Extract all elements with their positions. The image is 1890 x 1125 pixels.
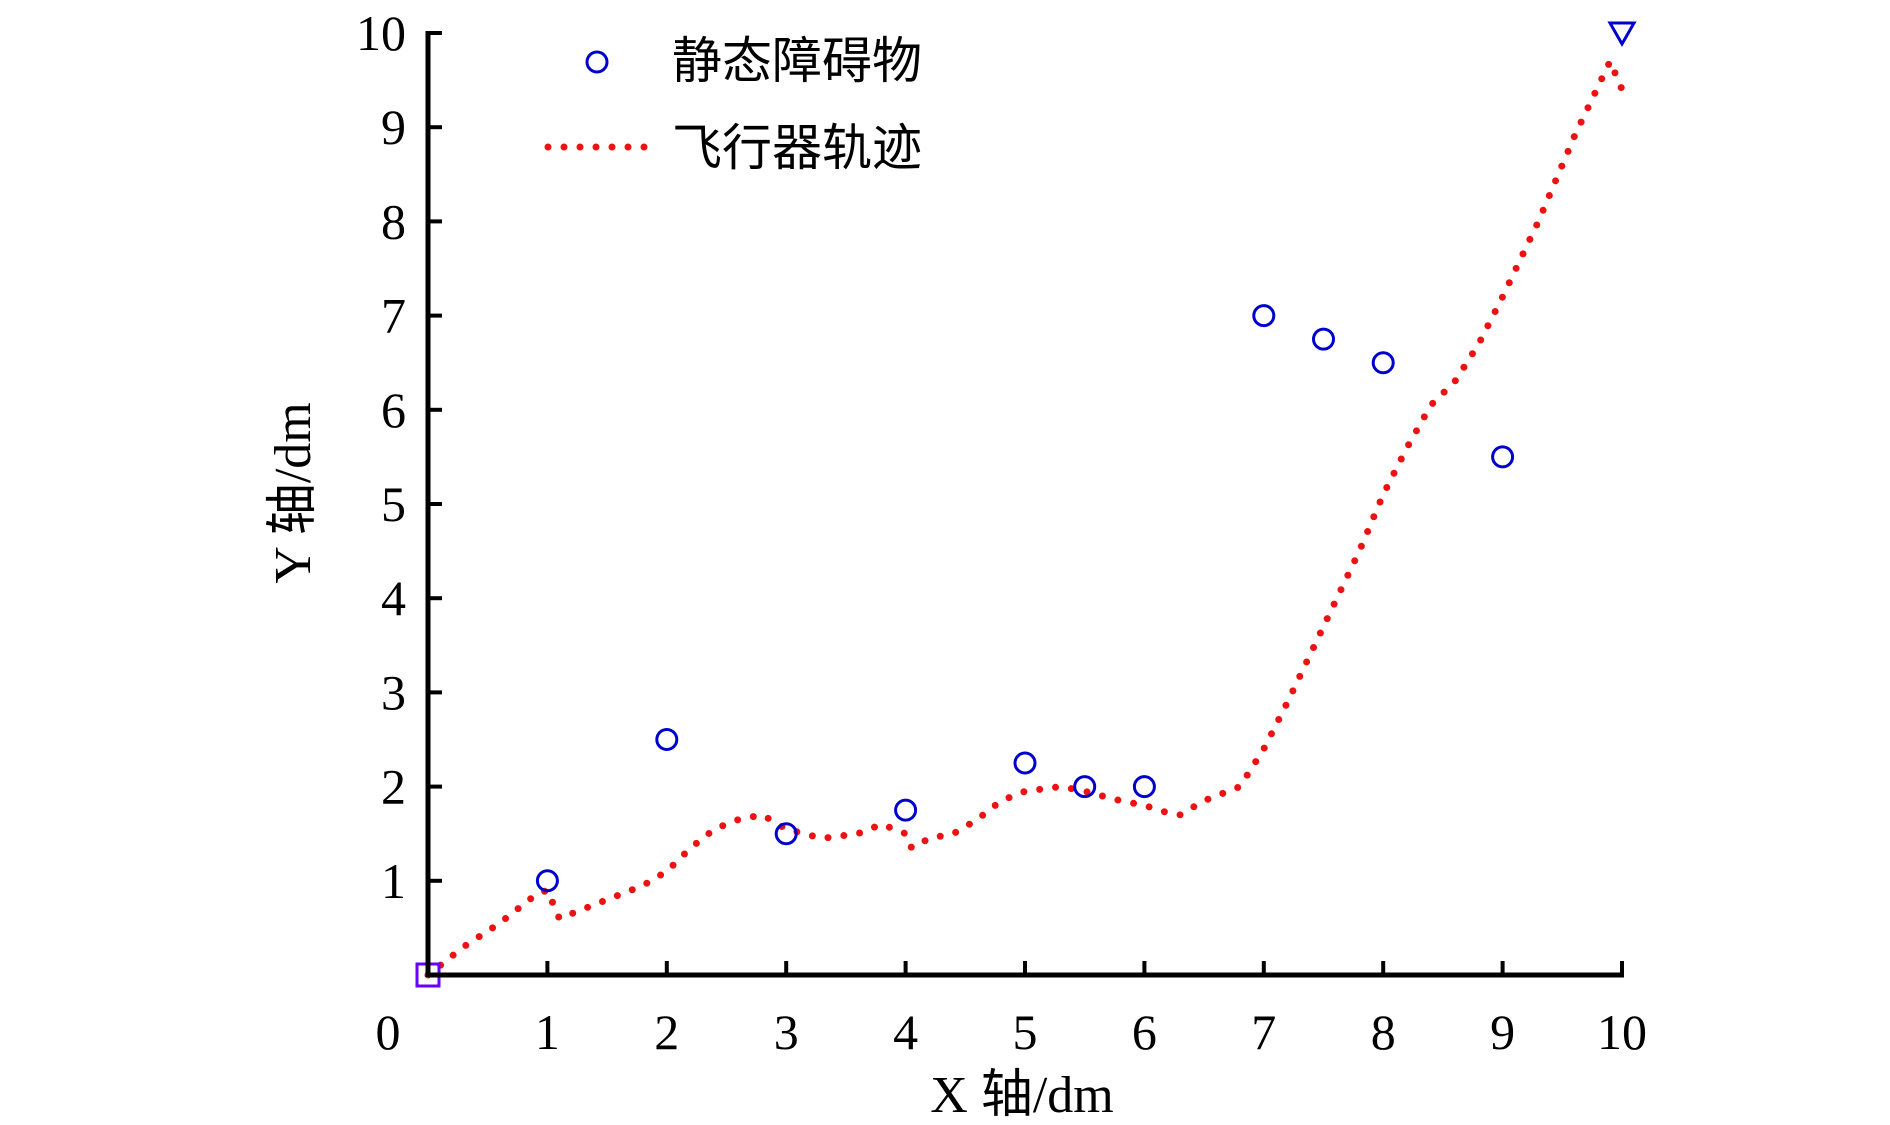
x-tick-label: 2 [654, 1004, 679, 1060]
obstacle-point [1132, 775, 1156, 799]
y-tick-label: 2 [381, 759, 406, 815]
trajectory-series [424, 57, 1626, 979]
axes [425, 31, 1624, 978]
obstacle-point [1252, 304, 1276, 328]
tick-labels: 1 2 3 4 5 6 7 8 9 10 0 1 2 3 4 5 6 7 8 9 10 [356, 5, 1647, 1060]
y-tick-label: 3 [381, 664, 406, 720]
goal-marker [1607, 21, 1637, 48]
origin-label: 0 [376, 1004, 401, 1060]
y-tick-label: 4 [381, 570, 406, 626]
obstacle-point [1371, 351, 1395, 375]
obstacle-point [1491, 445, 1515, 469]
x-tick-label: 3 [774, 1004, 799, 1060]
y-tick-label: 6 [381, 382, 406, 438]
obstacle-point [655, 728, 679, 751]
legend: 静态障碍物 飞行器轨迹 [544, 32, 922, 177]
obstacle-series [535, 304, 1515, 893]
legend-obstacle-marker [585, 50, 609, 74]
obstacle-point [894, 798, 918, 822]
y-tick-label: 10 [356, 5, 406, 61]
y-tick-label: 1 [381, 853, 406, 909]
endpoint-markers [415, 21, 1637, 988]
x-tick-label: 4 [893, 1004, 918, 1060]
obstacle-point [1013, 751, 1037, 775]
obstacle-point [535, 869, 559, 893]
x-tick-label: 1 [535, 1004, 560, 1060]
x-tick-label: 10 [1597, 1004, 1647, 1060]
obstacle-point [774, 822, 798, 846]
x-axis-title: X 轴/dm [930, 1067, 1113, 1124]
y-tick-label: 5 [381, 476, 406, 532]
y-tick-label: 8 [381, 193, 406, 249]
y-axis-title: Y 轴/dm [265, 402, 322, 584]
x-tick-label: 9 [1490, 1004, 1515, 1060]
trajectory-line [424, 57, 1626, 979]
y-tick-label: 7 [381, 288, 406, 344]
x-tick-label: 7 [1251, 1004, 1276, 1060]
x-tick-label: 6 [1132, 1004, 1157, 1060]
x-tick-label: 5 [1013, 1004, 1038, 1060]
legend-obstacle-label: 静态障碍物 [672, 32, 922, 90]
legend-trajectory-label: 飞行器轨迹 [672, 119, 922, 177]
obstacle-point [1073, 775, 1097, 799]
x-tick-label: 8 [1371, 1004, 1396, 1060]
y-tick-label: 9 [381, 99, 406, 155]
obstacle-point [1312, 327, 1335, 351]
